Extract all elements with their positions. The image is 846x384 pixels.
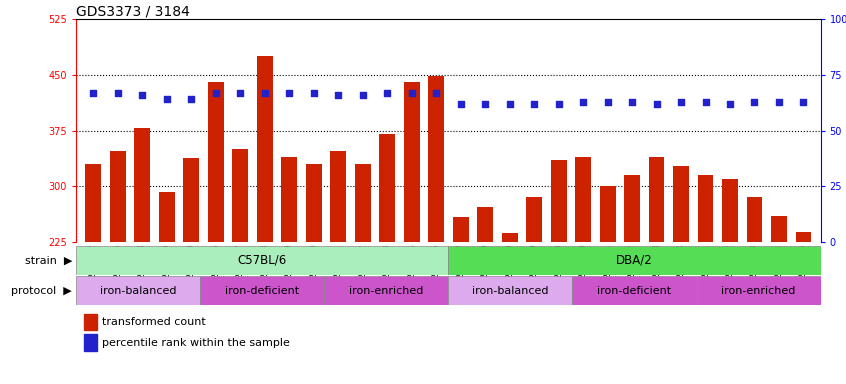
Text: iron-enriched: iron-enriched — [349, 286, 424, 296]
Bar — [76, 246, 448, 275]
Bar — [649, 157, 664, 242]
Bar — [324, 276, 448, 305]
Text: iron-deficient: iron-deficient — [225, 286, 299, 296]
Text: percentile rank within the sample: percentile rank within the sample — [102, 338, 290, 348]
Bar — [208, 82, 223, 242]
Point — [111, 89, 124, 96]
Text: GDS3373 / 3184: GDS3373 / 3184 — [76, 4, 190, 18]
Text: iron-deficient: iron-deficient — [597, 286, 672, 296]
Bar — [84, 314, 97, 330]
Bar — [428, 76, 444, 242]
Text: iron-enriched: iron-enriched — [722, 286, 796, 296]
Bar — [746, 197, 762, 242]
Bar — [354, 164, 371, 242]
Bar — [135, 128, 151, 242]
Bar — [256, 56, 272, 242]
Bar — [76, 276, 201, 305]
Point — [552, 101, 565, 107]
Point — [453, 101, 467, 107]
Point — [160, 96, 173, 103]
Bar — [404, 82, 420, 242]
Point — [650, 101, 663, 107]
Bar — [722, 179, 738, 242]
Bar — [84, 334, 97, 351]
Bar — [201, 276, 324, 305]
Bar — [330, 151, 346, 242]
Point — [283, 89, 296, 96]
Text: iron-balanced: iron-balanced — [472, 286, 549, 296]
Text: iron-balanced: iron-balanced — [100, 286, 177, 296]
Text: DBA/2: DBA/2 — [616, 254, 653, 266]
Point — [86, 89, 100, 96]
Bar — [624, 175, 640, 242]
Bar — [551, 159, 567, 242]
Point — [674, 99, 688, 105]
Point — [184, 96, 198, 103]
Bar — [448, 276, 573, 305]
Bar — [379, 134, 395, 242]
Point — [772, 99, 786, 105]
Point — [356, 92, 370, 98]
Bar — [698, 175, 713, 242]
Bar — [600, 186, 616, 242]
Bar — [305, 164, 321, 242]
Point — [601, 99, 614, 105]
Bar — [673, 166, 689, 242]
Bar — [159, 192, 175, 242]
Bar — [110, 151, 126, 242]
Point — [381, 89, 394, 96]
Text: transformed count: transformed count — [102, 317, 206, 327]
Point — [430, 89, 443, 96]
Bar — [526, 197, 542, 242]
Bar — [696, 276, 821, 305]
Bar — [281, 157, 297, 242]
Bar — [85, 164, 102, 242]
Point — [797, 99, 810, 105]
Bar — [795, 232, 811, 242]
Point — [527, 101, 541, 107]
Point — [503, 101, 516, 107]
Text: protocol  ▶: protocol ▶ — [11, 286, 72, 296]
Text: strain  ▶: strain ▶ — [25, 255, 72, 265]
Text: C57BL/6: C57BL/6 — [238, 254, 287, 266]
Point — [723, 101, 737, 107]
Bar — [573, 276, 696, 305]
Bar — [771, 216, 787, 242]
Bar — [184, 158, 199, 242]
Point — [699, 99, 712, 105]
Point — [307, 89, 321, 96]
Point — [405, 89, 419, 96]
Point — [233, 89, 247, 96]
Bar — [453, 217, 469, 242]
Point — [135, 92, 149, 98]
Point — [258, 89, 272, 96]
Point — [576, 99, 590, 105]
Bar — [233, 149, 248, 242]
Point — [209, 89, 222, 96]
Bar — [448, 246, 821, 275]
Point — [332, 92, 345, 98]
Bar — [502, 233, 518, 242]
Point — [478, 101, 492, 107]
Point — [748, 99, 761, 105]
Bar — [575, 157, 591, 242]
Bar — [477, 207, 493, 242]
Point — [625, 99, 639, 105]
